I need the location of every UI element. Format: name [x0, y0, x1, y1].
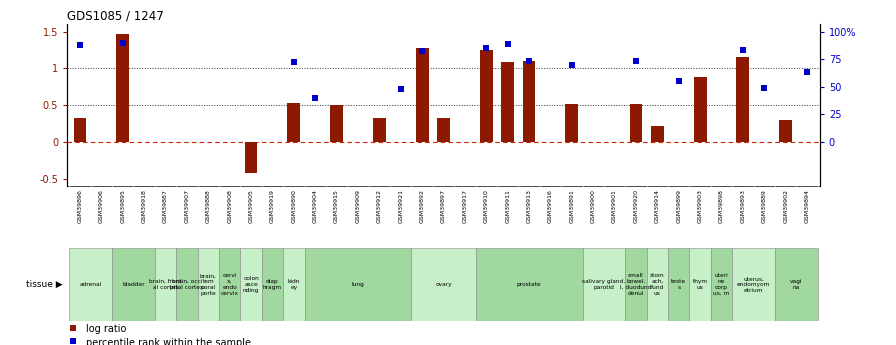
- Text: GSM39893: GSM39893: [740, 189, 745, 224]
- Bar: [262, 248, 283, 321]
- Text: brain, front
al cortex: brain, front al cortex: [150, 279, 182, 290]
- Bar: [373, 118, 386, 142]
- Text: prostate: prostate: [517, 282, 541, 287]
- Text: colon
asce
nding: colon asce nding: [243, 276, 259, 293]
- Bar: [647, 248, 668, 321]
- Bar: [630, 104, 642, 142]
- Bar: [737, 57, 749, 142]
- Text: GSM39887: GSM39887: [163, 189, 168, 223]
- Text: GSM39911: GSM39911: [505, 189, 510, 223]
- Text: GSM39917: GSM39917: [462, 189, 468, 224]
- Text: kidn
ey: kidn ey: [288, 279, 300, 290]
- Text: GSM39895: GSM39895: [120, 189, 125, 223]
- Text: GDS1085 / 1247: GDS1085 / 1247: [67, 9, 164, 22]
- Bar: [411, 248, 476, 321]
- Text: GSM39904: GSM39904: [313, 189, 318, 224]
- Text: uterus,
endomyom
etrium: uterus, endomyom etrium: [737, 276, 771, 293]
- Bar: [732, 248, 775, 321]
- Bar: [305, 248, 411, 321]
- Text: teste
s: teste s: [671, 279, 686, 290]
- Text: GSM39899: GSM39899: [676, 189, 681, 224]
- Text: small
bowel,
l, duodund
denui: small bowel, l, duodund denui: [620, 274, 651, 296]
- Bar: [582, 248, 625, 321]
- Bar: [69, 248, 112, 321]
- Bar: [73, 118, 86, 142]
- Text: GSM39896: GSM39896: [78, 189, 82, 223]
- Text: diap
hragm: diap hragm: [263, 279, 282, 290]
- Bar: [694, 77, 707, 142]
- Bar: [650, 126, 664, 142]
- Bar: [437, 118, 450, 142]
- Bar: [522, 61, 536, 142]
- Text: percentile rank within the sample: percentile rank within the sample: [86, 338, 251, 345]
- Text: GSM39920: GSM39920: [633, 189, 639, 224]
- Text: bladder: bladder: [122, 282, 145, 287]
- Text: GSM39892: GSM39892: [419, 189, 425, 224]
- Text: GSM39905: GSM39905: [248, 189, 254, 223]
- Bar: [177, 248, 198, 321]
- Bar: [288, 103, 300, 142]
- Text: GSM39900: GSM39900: [590, 189, 596, 223]
- Text: adrenal: adrenal: [80, 282, 102, 287]
- Bar: [668, 248, 689, 321]
- Bar: [780, 120, 792, 142]
- Bar: [331, 105, 343, 142]
- Text: GSM39918: GSM39918: [142, 189, 147, 223]
- Bar: [711, 248, 732, 321]
- Text: GSM39914: GSM39914: [655, 189, 659, 224]
- Text: cervi
x,
endo
cervix: cervi x, endo cervix: [220, 274, 238, 296]
- Bar: [283, 248, 305, 321]
- Bar: [198, 248, 219, 321]
- Text: GSM39910: GSM39910: [484, 189, 489, 223]
- Text: GSM39903: GSM39903: [698, 189, 702, 224]
- Text: uteri
ne
corp
us, m: uteri ne corp us, m: [713, 274, 729, 296]
- Text: GSM39894: GSM39894: [805, 189, 809, 224]
- Text: GSM39912: GSM39912: [377, 189, 382, 224]
- Text: log ratio: log ratio: [86, 324, 126, 334]
- Bar: [155, 248, 177, 321]
- Bar: [112, 248, 155, 321]
- Text: GSM39921: GSM39921: [398, 189, 403, 224]
- Text: brain,
tem
poral
porte: brain, tem poral porte: [200, 274, 217, 296]
- Text: GSM39919: GSM39919: [270, 189, 275, 224]
- Text: GSM39906: GSM39906: [99, 189, 104, 223]
- Bar: [116, 34, 129, 142]
- Text: tissue ▶: tissue ▶: [26, 280, 63, 289]
- Bar: [245, 142, 257, 173]
- Text: ovary: ovary: [435, 282, 452, 287]
- Text: GSM39909: GSM39909: [356, 189, 360, 224]
- Text: GSM39916: GSM39916: [548, 189, 553, 223]
- Bar: [689, 248, 711, 321]
- Text: GSM39913: GSM39913: [527, 189, 531, 224]
- Bar: [775, 248, 818, 321]
- Bar: [565, 104, 578, 142]
- Bar: [240, 248, 262, 321]
- Text: GSM39888: GSM39888: [206, 189, 211, 223]
- Text: GSM39915: GSM39915: [334, 189, 339, 223]
- Text: GSM39907: GSM39907: [185, 189, 189, 224]
- Bar: [219, 248, 240, 321]
- Text: GSM39901: GSM39901: [612, 189, 617, 223]
- Text: GSM39908: GSM39908: [228, 189, 232, 223]
- Text: vagi
na: vagi na: [790, 279, 803, 290]
- Text: salivary gland,
parotid: salivary gland, parotid: [582, 279, 625, 290]
- Text: GSM39902: GSM39902: [783, 189, 788, 224]
- Text: thym
us: thym us: [693, 279, 708, 290]
- Text: GSM39891: GSM39891: [569, 189, 574, 223]
- Text: GSM39890: GSM39890: [291, 189, 297, 223]
- Bar: [480, 50, 493, 142]
- Text: GSM39889: GSM39889: [762, 189, 767, 223]
- Text: GSM39897: GSM39897: [441, 189, 446, 224]
- Bar: [416, 48, 428, 142]
- Bar: [501, 62, 514, 142]
- Bar: [625, 248, 647, 321]
- Text: GSM39898: GSM39898: [719, 189, 724, 223]
- Text: lung: lung: [351, 282, 365, 287]
- Bar: [476, 248, 582, 321]
- Text: brain, occi
pital cortex: brain, occi pital cortex: [170, 279, 203, 290]
- Text: stom
ach,
fund
us: stom ach, fund us: [650, 274, 665, 296]
